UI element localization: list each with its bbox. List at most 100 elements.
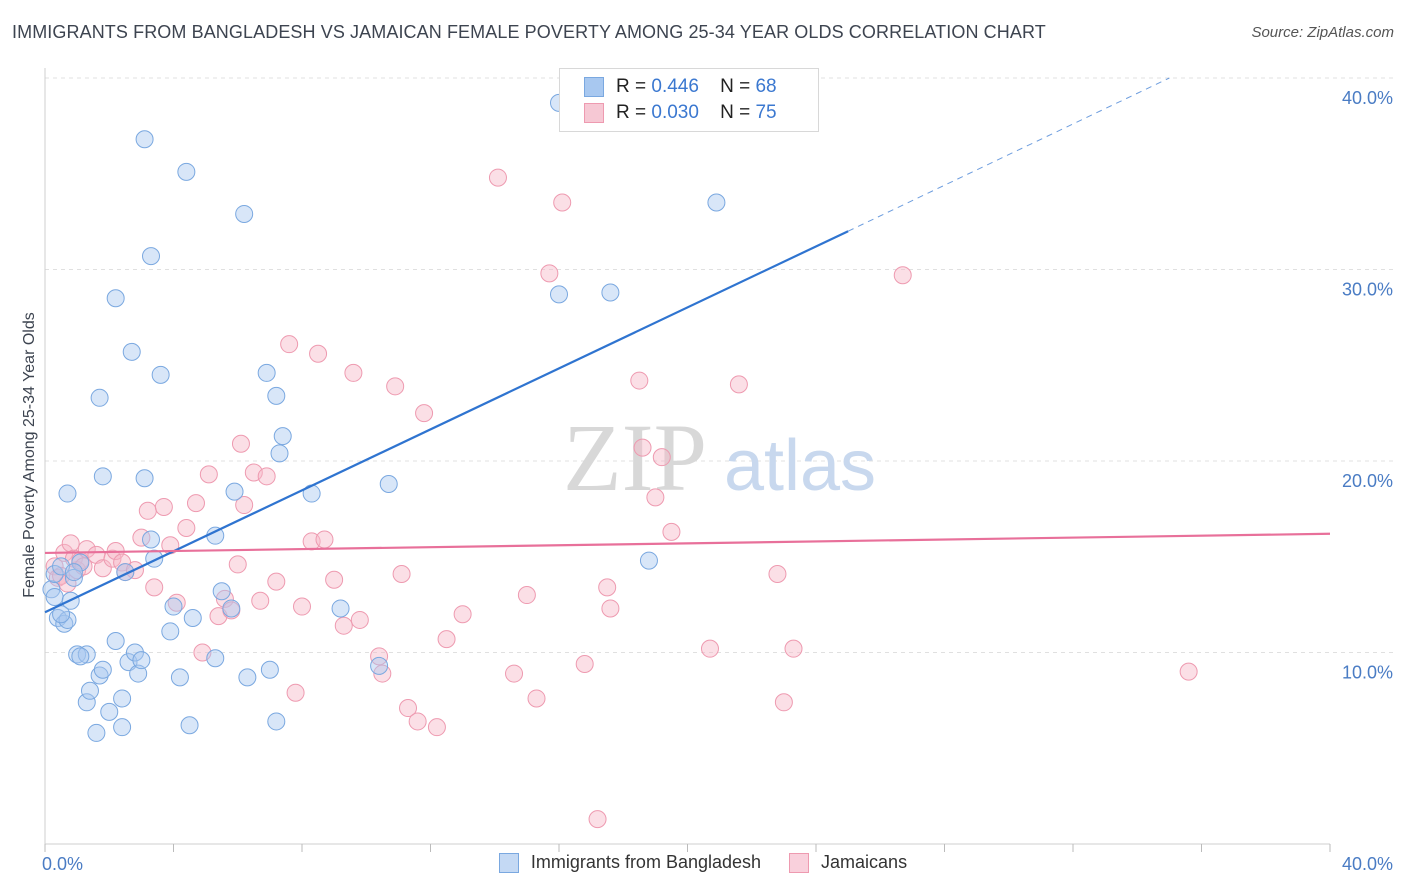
- point-bangladesh: [90, 666, 109, 685]
- point-bangladesh: [370, 656, 389, 675]
- point-jamaicans: [199, 465, 218, 484]
- point-jamaicans: [646, 488, 665, 507]
- grid-lines: [45, 77, 1395, 653]
- stats-r-label: R =: [616, 102, 647, 123]
- tick-labels: 10.0% 20.0% 30.0% 40.0% 0.0% 40.0%: [42, 88, 1393, 874]
- point-jamaicans: [527, 689, 546, 708]
- point-jamaicans: [267, 572, 286, 591]
- stats-n-value: 75: [755, 102, 777, 123]
- point-bangladesh: [45, 564, 64, 583]
- point-jamaicans: [386, 377, 405, 396]
- point-bangladesh: [142, 247, 161, 266]
- point-bangladesh: [93, 660, 112, 679]
- point-bangladesh: [93, 467, 112, 486]
- point-jamaicans: [540, 264, 559, 283]
- point-bangladesh: [257, 363, 276, 382]
- stats-n-label: N =: [720, 76, 751, 97]
- point-bangladesh: [639, 551, 658, 570]
- point-bangladesh: [183, 609, 202, 628]
- point-bangladesh: [142, 530, 161, 549]
- point-jamaicans: [700, 639, 719, 658]
- stats-legend: R = 0.446 N = 68 R = 0.030 N = 75: [559, 68, 819, 132]
- stats-n-label: N =: [720, 102, 751, 123]
- point-bangladesh: [129, 664, 148, 683]
- point-bangladesh: [164, 597, 183, 616]
- point-jamaicans: [186, 494, 205, 513]
- legend-label: Immigrants from Bangladesh: [530, 852, 762, 872]
- point-jamaicans: [575, 654, 594, 673]
- stats-r-value: 0.446: [651, 76, 699, 97]
- point-bangladesh: [68, 645, 87, 664]
- point-jamaicans: [553, 193, 572, 212]
- point-bangladesh: [273, 427, 292, 446]
- trend-line-bangladesh: [44, 230, 849, 614]
- point-jamaicans: [309, 344, 328, 363]
- point-bangladesh: [113, 718, 132, 737]
- point-bangladesh: [77, 645, 96, 664]
- point-bangladesh: [151, 365, 170, 384]
- point-bangladesh: [267, 712, 286, 731]
- point-jamaicans: [784, 639, 803, 658]
- stats-row-bangladesh: R = 0.446 N = 68: [584, 75, 777, 99]
- point-bangladesh: [238, 668, 257, 687]
- y-tick-label: 20.0%: [1342, 471, 1393, 491]
- point-bangladesh: [260, 660, 279, 679]
- point-jamaicans: [231, 434, 250, 453]
- point-jamaicans: [235, 496, 254, 515]
- trend-lines: [44, 77, 1331, 614]
- point-bangladesh: [270, 444, 289, 463]
- point-bangladesh: [177, 162, 196, 181]
- point-jamaicans: [93, 559, 112, 578]
- point-jamaicans: [774, 693, 793, 712]
- axes: [44, 68, 1331, 852]
- point-bangladesh: [132, 651, 151, 670]
- point-bangladesh: [601, 283, 620, 302]
- point-jamaicans: [45, 557, 64, 576]
- point-jamaicans: [662, 522, 681, 541]
- point-bangladesh: [113, 689, 132, 708]
- point-bangladesh: [80, 681, 99, 700]
- point-bangladesh: [170, 668, 189, 687]
- watermark: ZIP atlas: [563, 404, 876, 511]
- point-jamaicans: [437, 630, 456, 649]
- point-jamaicans: [505, 664, 524, 683]
- point-bangladesh: [106, 289, 125, 308]
- stats-row-jamaicans: R = 0.030 N = 75: [584, 101, 777, 125]
- legend-item-bangladesh[interactable]: Immigrants from Bangladesh: [498, 852, 762, 873]
- chart-source: Source: ZipAtlas.com: [1251, 24, 1394, 41]
- point-bangladesh: [180, 716, 199, 735]
- point-jamaicans: [334, 616, 353, 635]
- series-jamaicans: [45, 168, 1198, 829]
- point-bangladesh: [64, 568, 83, 587]
- point-jamaicans: [286, 683, 305, 702]
- y-tick-label: 30.0%: [1342, 280, 1393, 300]
- legend-item-jamaicans[interactable]: Jamaicans: [789, 852, 907, 873]
- point-bangladesh: [71, 647, 90, 666]
- series-legend: Immigrants from Bangladesh Jamaicans: [0, 852, 1406, 873]
- point-bangladesh: [122, 342, 141, 361]
- point-bangladesh: [58, 484, 77, 503]
- point-bangladesh: [64, 563, 83, 582]
- point-jamaicans: [630, 371, 649, 390]
- y-tick-label: 40.0%: [1342, 88, 1393, 108]
- legend-swatch-blue: [584, 77, 604, 97]
- point-jamaicans: [325, 570, 344, 589]
- point-jamaicans: [370, 647, 389, 666]
- legend-swatch-pink: [789, 852, 810, 873]
- point-bangladesh: [225, 482, 244, 501]
- point-bangladesh: [222, 599, 241, 618]
- point-jamaicans: [293, 597, 311, 616]
- trend-line-bangladesh-extension: [847, 77, 1170, 232]
- point-jamaicans: [315, 530, 334, 549]
- point-jamaicans: [280, 335, 299, 354]
- point-bangladesh: [71, 553, 90, 572]
- watermark-atlas: atlas: [724, 426, 876, 506]
- point-jamaicans: [453, 605, 472, 624]
- point-bangladesh: [87, 723, 106, 742]
- stats-r-label: R =: [616, 76, 647, 97]
- legend-swatch-pink: [584, 103, 604, 123]
- point-jamaicans: [633, 438, 652, 457]
- point-jamaicans: [399, 699, 418, 718]
- point-jamaicans: [601, 599, 620, 618]
- point-jamaicans: [154, 497, 173, 516]
